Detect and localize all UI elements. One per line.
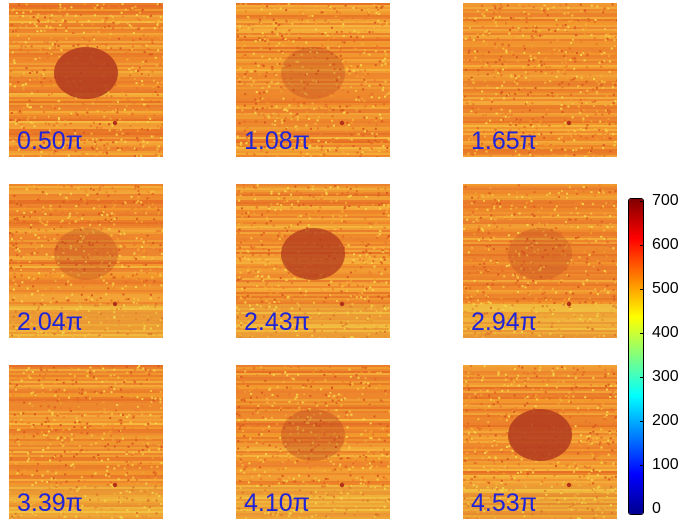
- colorbar-tick-label: 300: [652, 368, 679, 385]
- phase-label: 4.10π: [244, 489, 310, 517]
- image-panel-6: 2.94π: [463, 184, 617, 338]
- colorbar-tick: [640, 333, 644, 334]
- intensity-map: [236, 3, 390, 157]
- image-panel-7: 3.39π: [9, 365, 163, 519]
- colorbar-tick-label: 400: [652, 324, 679, 341]
- phase-label: 0.50π: [17, 127, 83, 155]
- intensity-map: [236, 184, 390, 338]
- phase-label: 4.53π: [471, 489, 537, 517]
- colorbar-tick-label: 0: [652, 500, 661, 517]
- colorbar-gradient: [629, 199, 643, 514]
- intensity-map: [9, 365, 163, 519]
- colorbar: [628, 198, 644, 515]
- image-panel-5: 2.43π: [236, 184, 390, 338]
- colorbar-tick: [640, 421, 644, 422]
- image-panel-8: 4.10π: [236, 365, 390, 519]
- image-panel-2: 1.08π: [236, 3, 390, 157]
- intensity-map: [463, 184, 617, 338]
- intensity-map: [9, 184, 163, 338]
- phase-label: 2.94π: [471, 308, 537, 336]
- phase-label: 1.65π: [471, 127, 537, 155]
- intensity-map: [9, 3, 163, 157]
- image-panel-9: 4.53π: [463, 365, 617, 519]
- colorbar-tick-label: 700: [652, 192, 679, 209]
- colorbar-tick-label: 200: [652, 412, 679, 429]
- phase-label: 1.08π: [244, 127, 310, 155]
- colorbar-tick-label: 100: [652, 456, 679, 473]
- colorbar-tick: [640, 245, 644, 246]
- intensity-map: [463, 3, 617, 157]
- phase-label: 3.39π: [17, 489, 83, 517]
- intensity-map: [463, 365, 617, 519]
- colorbar-tick: [640, 465, 644, 466]
- colorbar-tick: [640, 201, 644, 202]
- intensity-map: [236, 365, 390, 519]
- colorbar-tick-label: 500: [652, 280, 679, 297]
- colorbar-tick: [640, 377, 644, 378]
- phase-label: 2.04π: [17, 308, 83, 336]
- phase-label: 2.43π: [244, 308, 310, 336]
- colorbar-tick-label: 600: [652, 236, 679, 253]
- image-panel-3: 1.65π: [463, 3, 617, 157]
- image-panel-1: 0.50π: [9, 3, 163, 157]
- image-panel-4: 2.04π: [9, 184, 163, 338]
- colorbar-tick: [640, 289, 644, 290]
